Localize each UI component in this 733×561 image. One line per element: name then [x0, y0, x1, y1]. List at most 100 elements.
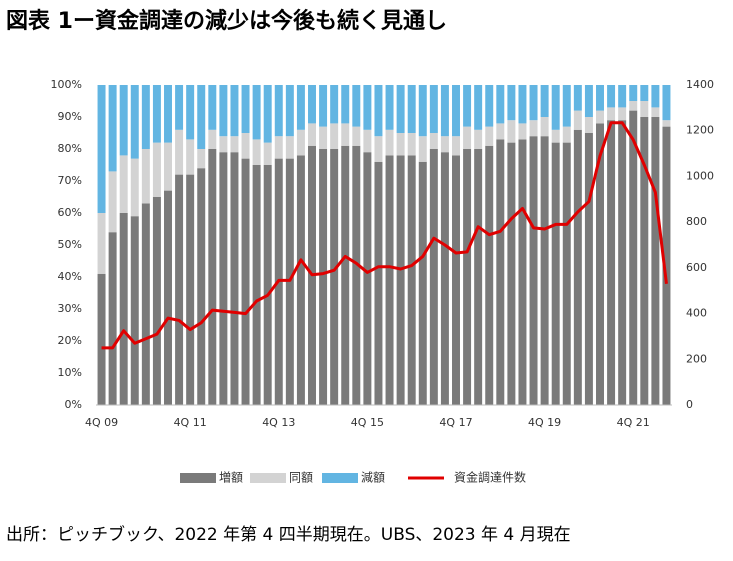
- bar-segment: [164, 142, 172, 191]
- bar-segment: [429, 85, 438, 133]
- bar-segment: [584, 133, 593, 405]
- bar-segment: [573, 110, 582, 130]
- bar-segment: [418, 161, 427, 405]
- bar-segment: [363, 85, 372, 130]
- bar-segment: [584, 85, 593, 117]
- y-tick-label: 40%: [58, 270, 82, 283]
- bar-segment: [651, 107, 660, 117]
- x-tick-label: 4Q 19: [528, 416, 561, 429]
- y2-tick-label: 1400: [686, 78, 714, 91]
- bar-segment: [385, 155, 394, 405]
- bar-segment: [551, 142, 560, 405]
- y-tick-label: 50%: [58, 238, 82, 251]
- bar-segment: [219, 152, 228, 405]
- bar-segment: [596, 110, 604, 124]
- bar-segment: [164, 190, 172, 405]
- bar-segment: [496, 123, 505, 140]
- y-tick-label: 10%: [58, 366, 82, 379]
- bar-segment: [385, 129, 394, 156]
- bar-segment: [197, 85, 206, 149]
- x-tick-label: 4Q 21: [617, 416, 650, 429]
- bar-segment: [308, 123, 316, 146]
- y-tick-label: 70%: [58, 174, 82, 187]
- bar-segment: [529, 136, 538, 405]
- bar-segment: [485, 145, 494, 406]
- bar-segment: [618, 107, 627, 121]
- bar-segment: [241, 133, 250, 159]
- bar-segment: [407, 85, 416, 133]
- bar-segment: [141, 149, 150, 204]
- bar-segment: [474, 129, 483, 149]
- bar-segment: [640, 85, 649, 101]
- bar-segment: [662, 120, 671, 127]
- bar-segment: [175, 85, 184, 130]
- bar-segment: [319, 149, 328, 405]
- bar-segment: [429, 149, 438, 405]
- bar-segment: [164, 85, 172, 143]
- y-tick-label: 20%: [58, 334, 82, 347]
- bar-segment: [440, 136, 449, 153]
- x-tick-label: 4Q 15: [351, 416, 384, 429]
- bar-segment: [607, 107, 616, 121]
- bar-segment: [296, 129, 305, 156]
- bar-segment: [640, 101, 649, 117]
- bar-segment: [562, 85, 571, 127]
- bar-segment: [452, 155, 460, 405]
- bar-segment: [274, 136, 283, 159]
- bar-segment: [197, 149, 206, 169]
- bar-segment: [507, 120, 516, 143]
- legend-label: 同額: [289, 471, 313, 485]
- bar-segment: [396, 155, 405, 405]
- bar-segment: [363, 129, 372, 153]
- bar-segment: [97, 273, 106, 405]
- bar-segment: [440, 85, 449, 137]
- y2-tick-label: 1000: [686, 169, 714, 182]
- bar-segment: [629, 110, 638, 405]
- y-tick-label: 30%: [58, 302, 82, 315]
- bar-segment: [119, 85, 128, 156]
- bar-segment: [108, 171, 117, 233]
- bar-segment: [319, 126, 328, 149]
- bar-segment: [540, 117, 549, 137]
- bar-segment: [662, 85, 671, 121]
- bar-segment: [485, 85, 494, 127]
- source-note: 出所：ピッチブック、2022 年第 4 四半期現在。UBS、2023 年 4 月…: [6, 524, 571, 545]
- bar-segment: [562, 142, 571, 405]
- bar-segment: [230, 152, 239, 405]
- bar-segment: [596, 85, 604, 111]
- y-tick-label: 80%: [58, 142, 82, 155]
- bar-segment: [208, 149, 217, 405]
- bar-segment: [152, 85, 161, 143]
- bar-segment: [296, 85, 305, 130]
- y2-tick-label: 0: [686, 398, 693, 411]
- bar-segment: [407, 155, 416, 405]
- bar-segment: [97, 213, 106, 274]
- bar-segment: [640, 117, 649, 405]
- bar-segment: [496, 85, 505, 124]
- bar-segment: [474, 85, 483, 130]
- bar-segment: [130, 216, 139, 405]
- bar-segment: [330, 149, 339, 405]
- bar-segment: [130, 158, 139, 217]
- bar-segment: [263, 142, 272, 165]
- legend-label: 資金調達件数: [454, 470, 526, 485]
- bar-segment: [152, 197, 161, 405]
- y2-tick-label: 400: [686, 307, 707, 320]
- bar-segment: [241, 158, 250, 405]
- y-tick-label: 100%: [51, 78, 82, 91]
- bar-segment: [396, 85, 405, 133]
- bar-segment: [119, 213, 128, 405]
- bar-segment: [175, 174, 184, 405]
- bar-segment: [285, 85, 294, 137]
- bar-segment: [374, 161, 383, 405]
- bar-segment: [607, 85, 616, 108]
- bar-segment: [507, 85, 516, 121]
- bar-segment: [618, 120, 627, 405]
- bar-segment: [651, 85, 660, 108]
- bar-segment: [208, 85, 217, 130]
- bar-segment: [452, 85, 460, 137]
- bar-segment: [219, 85, 228, 137]
- bar-segment: [551, 129, 560, 143]
